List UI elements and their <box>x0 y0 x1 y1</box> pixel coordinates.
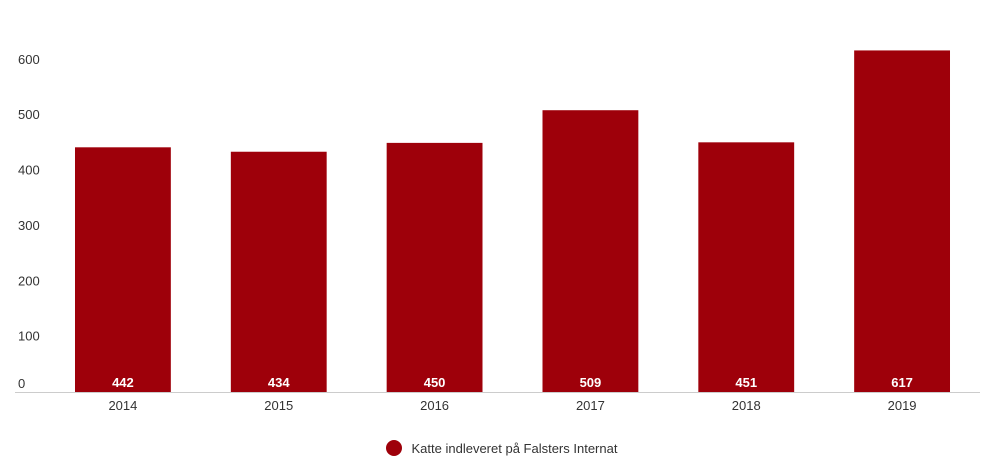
x-tick-label: 2015 <box>264 398 293 413</box>
y-tick-label: 400 <box>18 163 40 178</box>
x-tick-label: 2019 <box>888 398 917 413</box>
y-axis: 0 100 200 300 400 500 600 <box>18 52 40 391</box>
x-tick-label: 2018 <box>732 398 761 413</box>
x-tick-label: 2016 <box>420 398 449 413</box>
bars-group: 442 434 450 509 451 617 <box>74 50 951 393</box>
bar-2015[interactable] <box>230 151 327 392</box>
data-label: 617 <box>891 375 913 390</box>
x-axis: 2014 2015 2016 2017 2018 2019 <box>15 392 980 413</box>
x-tick-label: 2017 <box>576 398 605 413</box>
bar-2016[interactable] <box>386 142 483 392</box>
y-tick-label: 100 <box>18 329 40 344</box>
legend-label: Katte indleveret på Falsters Internat <box>411 440 618 456</box>
legend[interactable]: Katte indleveret på Falsters Internat <box>0 440 1003 456</box>
data-label: 509 <box>580 375 602 390</box>
data-label: 451 <box>735 375 757 390</box>
data-label: 442 <box>112 375 134 390</box>
bar-2017[interactable] <box>542 110 639 393</box>
y-tick-label: 600 <box>18 52 40 67</box>
data-label: 434 <box>268 375 290 390</box>
x-tick-label: 2014 <box>108 398 137 413</box>
bar-2014[interactable] <box>74 147 171 392</box>
data-label: 450 <box>424 375 446 390</box>
y-tick-label: 200 <box>18 273 40 288</box>
y-tick-label: 300 <box>18 218 40 233</box>
bar-2019[interactable] <box>854 50 951 392</box>
y-tick-label: 500 <box>18 107 40 122</box>
bar-2018[interactable] <box>698 142 795 392</box>
y-tick-label: 0 <box>18 376 25 391</box>
legend-swatch <box>385 440 402 456</box>
